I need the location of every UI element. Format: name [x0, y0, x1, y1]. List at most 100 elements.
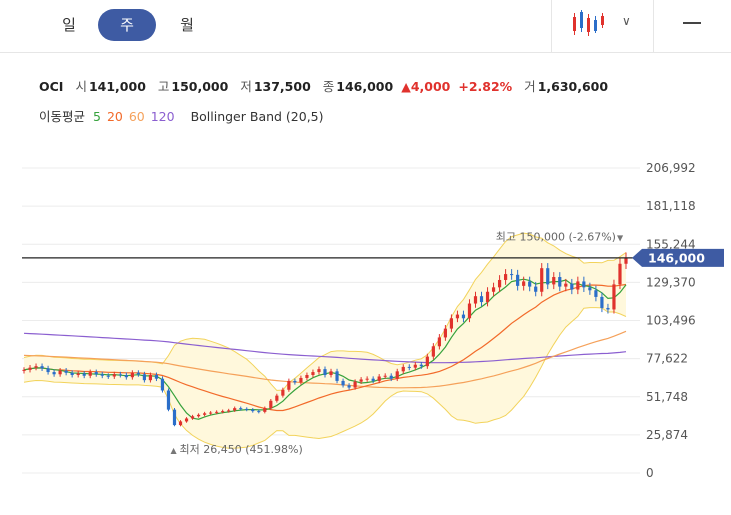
candle-body	[546, 268, 550, 285]
low-marker-icon: ▲	[171, 446, 178, 455]
candle-body	[467, 303, 472, 319]
candle-body	[485, 291, 490, 303]
candle-body	[461, 314, 466, 319]
change-value: 4,000	[410, 79, 451, 94]
candle-body	[118, 374, 122, 376]
candle-body	[287, 380, 291, 390]
candle-body	[40, 366, 44, 369]
y-tick-label: 0	[646, 466, 654, 480]
candle-body	[395, 371, 399, 379]
candle-body	[624, 257, 628, 264]
candle-body	[88, 372, 92, 376]
candle-body	[281, 389, 285, 396]
high-value: 150,000	[171, 79, 229, 94]
tab-month[interactable]: 월	[180, 16, 194, 34]
candle-body	[251, 409, 255, 412]
candle-body	[347, 385, 351, 388]
candle-body	[443, 328, 447, 338]
candle-body	[305, 375, 309, 378]
y-tick-label: 25,874	[646, 428, 688, 442]
candle-body	[70, 372, 74, 376]
ma120-label: 120	[150, 109, 175, 124]
price-chart[interactable]: 206,992 181,118 155,244 129,370 103,496 77,62…	[0, 140, 731, 515]
candle-body	[594, 290, 598, 297]
candle-body	[371, 378, 375, 381]
close-value: 146,000	[336, 79, 394, 94]
candle-body	[491, 287, 496, 292]
toolbar-divider	[653, 0, 654, 52]
candle-body	[612, 284, 616, 310]
menu-icon[interactable]	[683, 22, 701, 24]
y-tick-label: 155,244	[646, 237, 696, 251]
candle-body	[431, 346, 435, 357]
change-percent: +2.82%	[458, 79, 513, 94]
candle-body	[82, 373, 86, 376]
high-label: 고	[157, 79, 170, 94]
candle-body	[233, 408, 237, 411]
high-marker-icon: ▼	[617, 233, 624, 242]
candle-body	[136, 372, 140, 375]
candle-body	[479, 296, 484, 303]
candle-body	[516, 274, 520, 286]
candle-body	[449, 318, 454, 329]
candle-body	[600, 296, 604, 308]
candle-body	[552, 277, 556, 285]
y-tick-label: 181,118	[646, 199, 696, 213]
candle-body	[419, 364, 423, 367]
candle-body	[588, 287, 592, 291]
candle-body	[94, 372, 98, 375]
candle-body	[437, 337, 441, 347]
candle-body	[209, 412, 213, 414]
ma-label: 이동평균	[39, 109, 86, 124]
high-annotation: 최고 150,000 (-2.67%)	[496, 230, 616, 243]
candle-body	[142, 374, 146, 381]
candle-body	[528, 281, 532, 287]
volume-value: 1,630,600	[537, 79, 609, 94]
candle-body	[564, 283, 568, 287]
candle-body	[359, 379, 363, 382]
tab-day[interactable]: 일	[62, 16, 76, 34]
bollinger-lower-line	[23, 307, 627, 449]
candle-body	[353, 381, 357, 388]
stock-name: OCI	[39, 79, 64, 94]
candle-body	[112, 374, 116, 377]
candle-body	[178, 421, 183, 426]
chevron-down-icon: ∨	[622, 14, 631, 28]
ma60-label: 60	[128, 109, 145, 124]
candle-body	[124, 375, 128, 378]
ma20-label: 20	[106, 109, 123, 124]
candle-body	[215, 411, 219, 413]
candle-body	[570, 283, 574, 290]
low-value: 137,500	[253, 79, 311, 94]
candle-body	[227, 410, 231, 412]
candle-body	[317, 369, 321, 373]
open-label: 시	[75, 79, 87, 94]
close-label: 종	[322, 79, 335, 94]
candle-body	[299, 377, 303, 383]
candle-body	[558, 277, 562, 287]
candle-body	[335, 371, 339, 381]
candle-body	[293, 380, 297, 383]
candle-body	[28, 367, 32, 370]
candle-body	[190, 416, 195, 419]
change-up-icon: ▲	[401, 79, 411, 94]
chart-type-button[interactable]: ∨	[566, 8, 642, 44]
candle-body	[576, 281, 580, 290]
candle-body	[100, 374, 104, 376]
y-tick-label: 51,748	[646, 390, 688, 404]
candlestick-icon	[573, 10, 604, 36]
volume-label: 거	[524, 79, 536, 94]
candle-body	[184, 418, 189, 422]
tab-week[interactable]: 주	[98, 9, 156, 41]
candle-body	[263, 408, 267, 412]
current-price-label: 146,000	[648, 250, 705, 265]
candle-body	[510, 274, 514, 276]
bollinger-band-area	[24, 233, 626, 449]
ma60-line	[23, 330, 627, 389]
ma20-line	[23, 283, 627, 412]
y-tick-label: 206,992	[646, 161, 696, 175]
candle-body	[377, 376, 381, 381]
candle-body	[64, 370, 68, 373]
candle-body	[425, 356, 429, 367]
candle-body	[52, 372, 56, 375]
